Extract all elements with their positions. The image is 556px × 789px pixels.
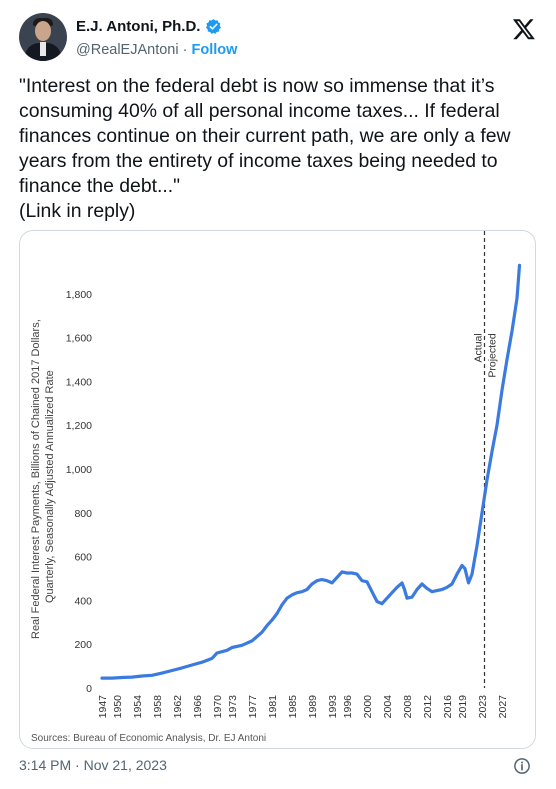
- line-chart: 0 200 400 600 800 1,000 1,200 1,400 1,600 1,800 1…: [30, 231, 522, 744]
- follow-button[interactable]: Follow: [191, 42, 238, 58]
- chart-image[interactable]: 0 200 400 600 800 1,000 1,200 1,400 1,600 1,800 1…: [19, 230, 536, 749]
- x-tick-label: 2008: [402, 695, 414, 719]
- author-handle[interactable]: @RealEJAntoni: [76, 42, 179, 58]
- tweet-text-line: (Link in reply): [19, 200, 136, 222]
- author-name-row: E.J. Antoni, Ph.D.: [76, 18, 222, 35]
- y-tick-label: 1,000: [66, 464, 92, 476]
- x-tick-label: 1958: [152, 695, 164, 719]
- tweet-timestamp[interactable]: 3:14 PM · Nov 21, 2023: [19, 757, 167, 773]
- y-axis-label-line2: Quarterly, Seasonally Adjusted Annualize…: [44, 370, 56, 603]
- x-tick-label: 1947: [97, 695, 109, 719]
- x-tick-label: 2000: [362, 695, 374, 719]
- y-ticks: 0 200 400 600 800 1,000 1,200 1,400 1,600 1,800: [66, 289, 92, 695]
- x-tick-label: 2004: [382, 695, 394, 719]
- tweet-text-line: finances continue on their current path,…: [19, 125, 511, 147]
- x-logo-icon[interactable]: [512, 17, 536, 41]
- annotation-projected: Projected: [487, 333, 499, 378]
- avatar-face: [35, 21, 51, 41]
- x-tick-label: 1993: [327, 695, 339, 719]
- x-tick-label: 1981: [267, 695, 279, 719]
- y-tick-label: 400: [74, 595, 92, 607]
- x-tick-label: 2023: [477, 695, 489, 719]
- handle-row: @RealEJAntoni · Follow: [76, 42, 237, 58]
- y-tick-label: 200: [74, 639, 92, 651]
- tweet-text-line: "Interest on the federal debt is now so …: [19, 75, 495, 97]
- y-tick-label: 1,600: [66, 333, 92, 345]
- x-tick-label: 1977: [247, 695, 259, 719]
- x-tick-label: 1966: [192, 695, 204, 719]
- x-tick-label: 1950: [112, 695, 124, 719]
- chart-source: Sources: Bureau of Economic Analysis, Dr…: [31, 733, 266, 744]
- tweet-text: "Interest on the federal debt is now so …: [19, 74, 539, 224]
- y-tick-label: 0: [86, 683, 92, 695]
- handle-separator: ·: [182, 42, 188, 58]
- x-tick-label: 1989: [307, 695, 319, 719]
- x-tick-label: 1962: [172, 695, 184, 719]
- avatar-shirt: [40, 42, 46, 56]
- x-tick-label: 1970: [212, 695, 224, 719]
- info-icon[interactable]: [513, 757, 531, 775]
- avatar[interactable]: [19, 13, 67, 61]
- x-ticks: 1947 1950 1954 1958 1962 1966 1970 1973 1977 1981…: [97, 695, 509, 719]
- x-tick-label: 1954: [132, 695, 144, 719]
- series-line: [100, 263, 522, 680]
- x-tick-label: 1985: [287, 695, 299, 719]
- verified-badge-icon: [206, 19, 222, 34]
- author-name[interactable]: E.J. Antoni, Ph.D.: [76, 18, 201, 35]
- y-tick-label: 1,400: [66, 376, 92, 388]
- x-tick-label: 1973: [227, 695, 239, 719]
- tweet-text-line: years from the entirety of income taxes …: [19, 150, 498, 172]
- x-tick-label: 2019: [457, 695, 469, 719]
- x-tick-label: 2016: [442, 695, 454, 719]
- y-tick-label: 600: [74, 552, 92, 564]
- x-tick-label: 1996: [342, 695, 354, 719]
- x-tick-label: 2027: [497, 695, 509, 719]
- y-tick-label: 1,200: [66, 420, 92, 432]
- y-axis-label-line1: Real Federal Interest Payments, Billions…: [30, 319, 42, 639]
- y-tick-label: 800: [74, 508, 92, 520]
- annotation-actual: Actual: [473, 333, 485, 362]
- tweet-text-line: consuming 40% of all personal income tax…: [19, 100, 500, 122]
- y-tick-label: 1,800: [66, 289, 92, 301]
- tweet-text-line: finance the debt...": [19, 175, 181, 197]
- x-tick-label: 2012: [422, 695, 434, 719]
